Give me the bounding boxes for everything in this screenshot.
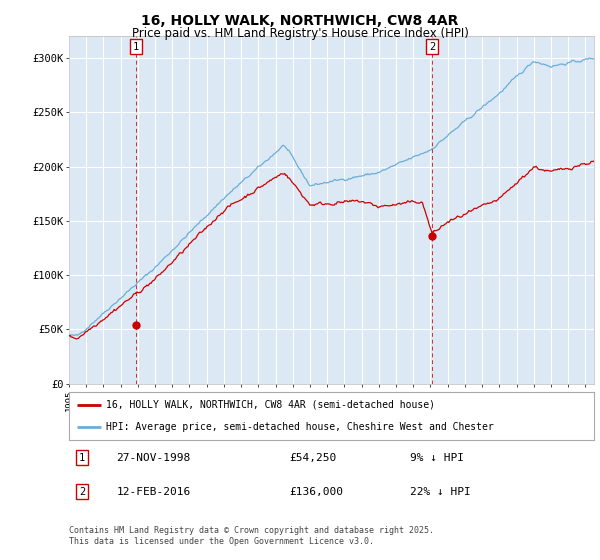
Text: 12-FEB-2016: 12-FEB-2016 xyxy=(116,487,191,497)
Text: 2: 2 xyxy=(429,41,436,52)
Text: 9% ↓ HPI: 9% ↓ HPI xyxy=(410,452,464,463)
Text: 16, HOLLY WALK, NORTHWICH, CW8 4AR: 16, HOLLY WALK, NORTHWICH, CW8 4AR xyxy=(142,14,458,28)
Text: Price paid vs. HM Land Registry's House Price Index (HPI): Price paid vs. HM Land Registry's House … xyxy=(131,27,469,40)
Text: £54,250: £54,250 xyxy=(290,452,337,463)
Text: 27-NOV-1998: 27-NOV-1998 xyxy=(116,452,191,463)
Text: 22% ↓ HPI: 22% ↓ HPI xyxy=(410,487,471,497)
Text: 1: 1 xyxy=(133,41,139,52)
Text: Contains HM Land Registry data © Crown copyright and database right 2025.
This d: Contains HM Land Registry data © Crown c… xyxy=(69,526,434,546)
Text: £136,000: £136,000 xyxy=(290,487,343,497)
Text: 2: 2 xyxy=(79,487,85,497)
Text: HPI: Average price, semi-detached house, Cheshire West and Chester: HPI: Average price, semi-detached house,… xyxy=(106,422,493,432)
Text: 16, HOLLY WALK, NORTHWICH, CW8 4AR (semi-detached house): 16, HOLLY WALK, NORTHWICH, CW8 4AR (semi… xyxy=(106,400,435,410)
Text: 1: 1 xyxy=(79,452,85,463)
